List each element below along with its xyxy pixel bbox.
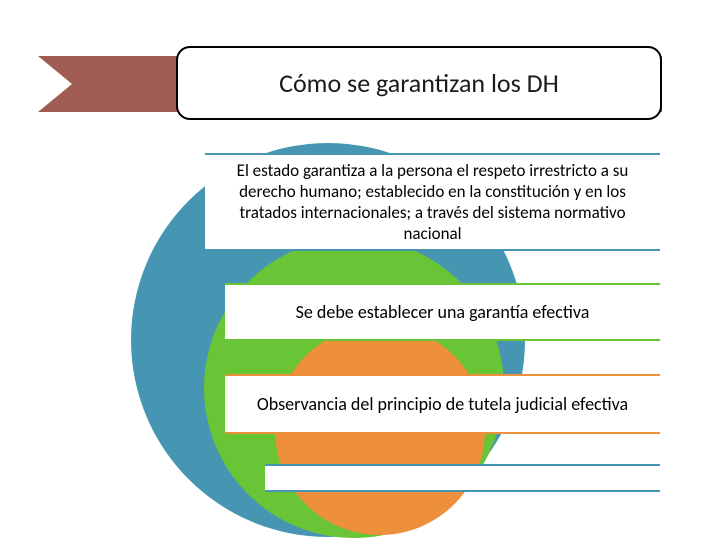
content-box-2: Se debe establecer una garantía efectiva	[225, 283, 660, 341]
content-box-4	[265, 464, 660, 492]
title-box: Cómo se garantizan los DH	[176, 46, 662, 120]
content-box-3: Observancia del principio de tutela judi…	[225, 374, 660, 434]
content-box-2-text: Se debe establecer una garantía efectiva	[296, 301, 590, 324]
content-box-3-text: Observancia del principio de tutela judi…	[257, 393, 628, 416]
content-box-1: El estado garantiza a la persona el resp…	[205, 153, 660, 251]
title-text: Cómo se garantizan los DH	[279, 67, 559, 99]
content-box-1-text: El estado garantiza a la persona el resp…	[219, 160, 646, 245]
